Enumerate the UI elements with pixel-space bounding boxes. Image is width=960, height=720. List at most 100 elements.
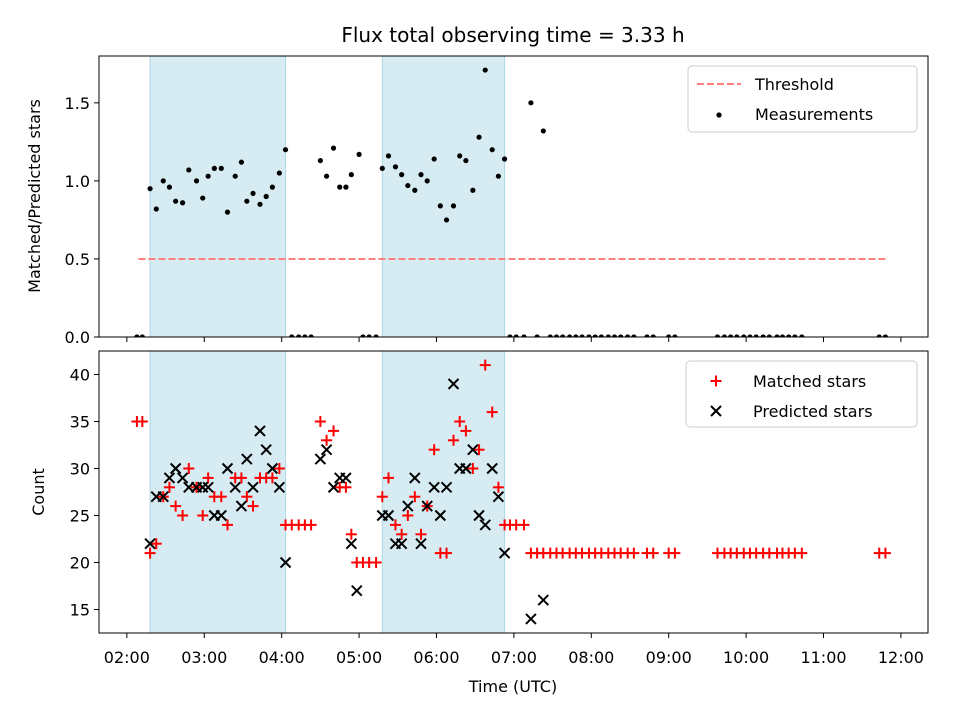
top-observing-interval-2	[381, 56, 506, 337]
measurement-point	[882, 334, 889, 337]
matched-stars-point	[202, 472, 214, 484]
measurement-point	[193, 178, 200, 184]
measurement-point	[257, 201, 263, 207]
measurement-point	[379, 165, 385, 171]
measurement-point	[356, 151, 362, 157]
measurement-point	[753, 334, 759, 337]
predicted-stars-point	[327, 481, 340, 494]
measurement-point	[560, 334, 566, 337]
legend-measurements-swatch	[716, 112, 722, 118]
measurement-point	[418, 172, 424, 178]
measurement-point	[779, 334, 786, 337]
measurement-point	[186, 167, 192, 173]
predicted-stars-point	[345, 537, 358, 550]
predicted-stars-point	[202, 481, 214, 494]
measurement-point	[586, 334, 592, 337]
predicted-stars-point	[279, 556, 292, 569]
x-tick-label: 03:00	[181, 648, 227, 667]
measurement-point	[173, 198, 179, 204]
measurement-point	[470, 187, 476, 193]
measurement-point	[799, 334, 805, 337]
top-observing-interval-1	[149, 56, 287, 337]
measurement-point	[302, 334, 308, 337]
measurement-point	[501, 156, 508, 162]
measurement-point	[598, 334, 604, 337]
bottom-y-tick-label: 20	[70, 554, 90, 573]
matched-stars-point	[247, 500, 259, 512]
measurement-point	[366, 334, 372, 337]
predicted-stars-point	[215, 509, 228, 522]
predicted-stars-point	[320, 443, 333, 456]
measurement-point	[289, 334, 295, 337]
x-tick-label: 07:00	[491, 648, 537, 667]
predicted-stars-point	[447, 378, 460, 390]
measurement-point	[728, 334, 734, 337]
matched-stars-point	[441, 547, 453, 559]
measurement-point	[513, 334, 519, 337]
predicted-stars-point	[229, 481, 241, 494]
measurement-point	[766, 334, 772, 337]
predicted-stars-point	[479, 519, 491, 531]
measurement-point	[579, 334, 585, 337]
matched-stars-point	[305, 519, 317, 531]
bottom-y-tick-label: 30	[70, 460, 90, 479]
bottom-observing-interval-1	[149, 351, 287, 633]
matched-stars-point	[340, 481, 352, 493]
measurement-point	[205, 173, 211, 179]
matched-stars-point	[409, 491, 421, 503]
measurement-point	[399, 172, 405, 178]
measurement-point	[450, 203, 457, 209]
predicted-stars-point	[266, 462, 279, 475]
measurement-point	[760, 334, 766, 337]
top-y-tick-label: 1.0	[65, 172, 90, 191]
measurement-point	[573, 334, 579, 337]
x-tick-label: 02:00	[104, 648, 150, 667]
measurement-point	[232, 173, 238, 179]
measurement-point	[360, 334, 366, 337]
measurement-point	[747, 334, 753, 337]
predicted-stars-point	[169, 462, 182, 475]
predicted-stars-point	[409, 472, 421, 484]
top-legend: Threshold Measurements	[687, 65, 918, 133]
measurement-point	[476, 134, 482, 140]
legend-predicted-stars-swatch	[710, 405, 722, 417]
bottom-panel: 15 20 25 30 35 40 02:00 03:00 04:00 05:00 06:00 07:…	[70, 350, 929, 667]
measurement-point	[263, 193, 269, 200]
matched-stars-point	[273, 463, 285, 474]
predicted-stars-point	[273, 481, 286, 494]
measurement-point	[179, 200, 186, 206]
matched-stars-point	[328, 425, 340, 437]
matched-stars-point	[396, 528, 408, 540]
predicted-stars-point	[351, 584, 363, 597]
legend-measurements-label: Measurements	[755, 105, 873, 124]
measurement-point	[296, 334, 302, 337]
measurement-point	[218, 165, 224, 171]
bottom-legend: Matched stars Predicted stars	[685, 360, 918, 428]
matched-stars-point	[170, 500, 182, 512]
measurement-point	[153, 206, 159, 212]
bottom-y-tick-label: 15	[70, 601, 90, 620]
measurement-point	[625, 334, 631, 337]
matched-stars-point	[647, 547, 659, 559]
matched-stars-point	[389, 519, 401, 531]
measurement-point	[424, 178, 430, 184]
measurement-point	[437, 203, 443, 209]
matched-stars-point	[428, 444, 440, 456]
matched-stars-point	[136, 416, 148, 427]
predicted-stars-point	[254, 425, 266, 437]
top-axes-frame	[98, 55, 929, 338]
measurement-point	[166, 184, 173, 190]
top-y-axis-label: Matched/Predicted stars	[25, 99, 44, 293]
measurement-point	[431, 156, 437, 162]
measurement-point	[348, 172, 354, 178]
predicted-stars-point	[434, 509, 447, 522]
predicted-stars-point	[415, 537, 427, 550]
measurement-point	[147, 186, 153, 192]
measurement-point	[553, 334, 560, 337]
bottom-axes-frame	[98, 350, 929, 634]
x-axis-label: Time (UTC)	[468, 677, 557, 696]
measurement-point	[507, 334, 513, 337]
matched-stars-point	[376, 491, 388, 503]
top-legend-box	[687, 65, 918, 133]
matched-stars-point	[486, 406, 498, 418]
